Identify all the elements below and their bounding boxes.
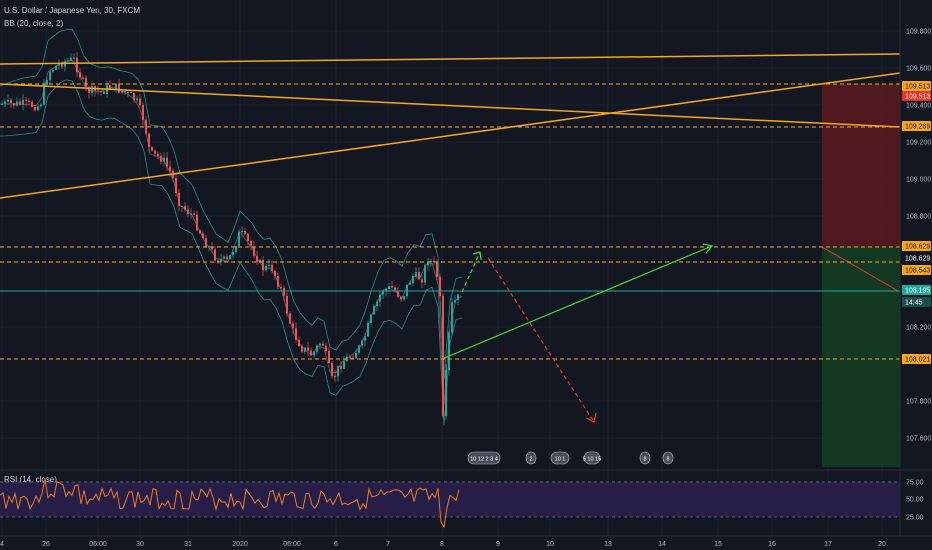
price-tick-label: 109.200: [906, 140, 931, 147]
stop-loss-zone[interactable]: [822, 84, 900, 247]
rsi-tick-label: 50.00: [906, 497, 924, 504]
time-tick-label: 06:00: [89, 541, 107, 548]
bollinger-bands-legend[interactable]: BB (20, close, 2): [4, 19, 64, 28]
chart-symbol-legend[interactable]: U.S. Dollar / Japanese Yen, 30, FXCM: [4, 6, 141, 15]
projection-down-arrowhead: [585, 412, 597, 423]
price-axis-badges: 109.513 109.513 109.289 108.629 108.629 108.5…: [902, 81, 931, 364]
time-tick-label: 20: [878, 541, 886, 548]
price-badge: 108.021: [902, 354, 931, 364]
price-badge: 108.543: [902, 265, 931, 275]
price-badge: 108.629: [902, 253, 931, 263]
time-tick-label: 06:00: [283, 541, 301, 548]
svg-text:10 1: 10 1: [555, 457, 566, 463]
price-badge: 14:45: [902, 297, 931, 307]
price-badge: 108.629: [902, 241, 931, 251]
event-badge[interactable]: 8: [662, 451, 674, 465]
time-tick-label: 16: [768, 541, 776, 548]
time-tick-label: 2020: [232, 541, 248, 548]
rsi-axis[interactable]: 75.00 50.00 25.00: [906, 480, 924, 522]
time-tick-label: 8: [440, 541, 444, 548]
price-tick-label: 108.800: [906, 214, 931, 221]
chart-grid: [0, 0, 900, 536]
time-tick-label: 4: [0, 541, 4, 548]
svg-text:109.513: 109.513: [905, 94, 930, 101]
price-tick-label: 109.400: [906, 103, 931, 110]
trendline-upper-horizontal[interactable]: [0, 53, 901, 65]
svg-text:8: 8: [643, 457, 646, 463]
time-tick-label: 13: [604, 541, 612, 548]
trendline-descending[interactable]: [0, 83, 901, 128]
event-badge[interactable]: 2: [525, 451, 537, 465]
svg-text:109.513: 109.513: [905, 84, 930, 91]
candlestick-series: [1, 52, 459, 420]
time-tick-label: 15: [714, 541, 722, 548]
rsi-band: [0, 482, 900, 517]
price-tick-label: 109.000: [906, 177, 931, 184]
svg-text:108.629: 108.629: [905, 244, 930, 251]
price-tick-label: 108.200: [906, 325, 931, 332]
rsi-legend[interactable]: RSI (14, close): [4, 475, 57, 484]
event-badge[interactable]: 5 10 15: [583, 451, 601, 465]
rsi-tick-label: 75.00: [906, 480, 924, 487]
price-tick-label: 107.800: [906, 399, 931, 406]
price-tick-label: 109.800: [906, 29, 931, 36]
svg-text:5 10 15: 5 10 15: [583, 457, 601, 463]
rsi-line: [0, 478, 460, 529]
time-tick-label: 7: [386, 541, 390, 548]
svg-text:10 12 2 3 4: 10 12 2 3 4: [470, 457, 498, 463]
time-tick-label: 26: [42, 541, 50, 548]
price-axis[interactable]: 109.800 109.600 109.400 109.200 109.000 108.8…: [906, 29, 931, 443]
projection-up-arrowhead: [702, 243, 714, 254]
svg-text:2: 2: [529, 457, 532, 463]
price-badge: 108.195: [902, 285, 931, 295]
position-entry-line: [821, 246, 901, 293]
svg-text:109.289: 109.289: [905, 124, 930, 131]
economic-events-row[interactable]: 10 12 2 3 4 2 10 1 5 10 15 8 8: [467, 451, 674, 465]
event-badge[interactable]: 10 12 2 3 4: [467, 451, 501, 465]
svg-text:14:45: 14:45: [905, 300, 923, 307]
time-tick-label: 31: [184, 541, 192, 548]
time-tick-label: 9: [496, 541, 500, 548]
price-badge: 109.513: [902, 81, 931, 91]
trendline-ascending[interactable]: [0, 72, 901, 199]
svg-text:108.195: 108.195: [905, 288, 930, 295]
svg-text:8: 8: [666, 457, 669, 463]
time-tick-label: 17: [824, 541, 832, 548]
event-badge[interactable]: 10 1: [550, 451, 570, 465]
price-tick-label: 107.600: [906, 436, 931, 443]
time-tick-label: 10: [546, 541, 554, 548]
event-badge[interactable]: 8: [639, 451, 651, 465]
svg-text:108.021: 108.021: [905, 357, 930, 364]
price-badge: 109.289: [902, 121, 931, 131]
time-axis[interactable]: 4 26 06:00 30 31 2020 06:00 6 7 8 9 10 13 14 15 16 17 20: [0, 541, 886, 548]
time-tick-label: 14: [658, 541, 666, 548]
projection-up-arrow[interactable]: [441, 245, 713, 360]
price-tick-label: 109.600: [906, 66, 931, 73]
svg-text:108.629: 108.629: [905, 256, 930, 263]
projection-short-arrowhead: [472, 251, 482, 261]
bollinger-bands: [0, 28, 463, 426]
take-profit-zone[interactable]: [822, 247, 900, 467]
projection-short-dashed[interactable]: [461, 251, 481, 293]
price-badge: 109.513: [902, 91, 931, 101]
time-tick-label: 6: [334, 541, 338, 548]
rsi-tick-label: 25.00: [906, 515, 924, 522]
projection-down-dashed[interactable]: [487, 257, 595, 423]
time-tick-label: 30: [136, 541, 144, 548]
svg-text:108.543: 108.543: [905, 268, 930, 275]
